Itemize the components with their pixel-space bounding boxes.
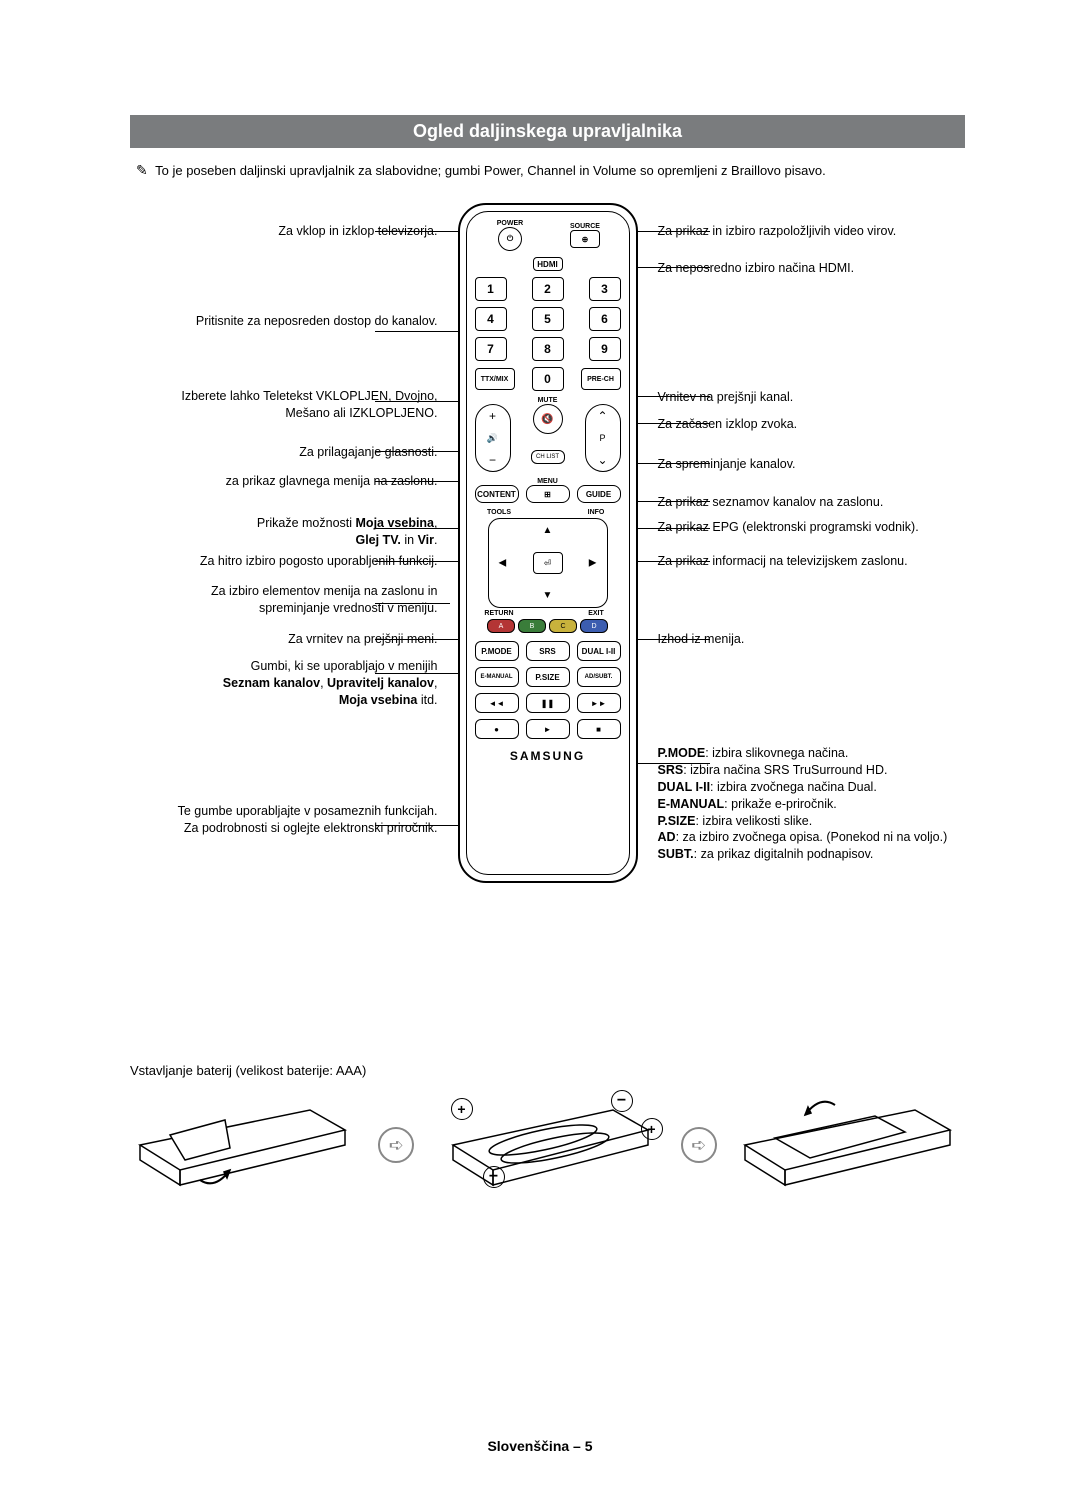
psize-button[interactable]: P.SIZE	[526, 667, 570, 687]
plus-icon-2: +	[641, 1118, 663, 1140]
left-label-dpad: Za izbiro elementov menija na zaslonu in…	[178, 583, 438, 617]
num-7[interactable]: 7	[475, 337, 507, 361]
rewind-button[interactable]: ◄◄	[475, 693, 519, 713]
remote-diagram: POWER ⏻ SOURCE ⊕ HDMI 1 2 3 4 5 6 7 8 9 TTX/MI…	[130, 203, 965, 933]
ff-button[interactable]: ►►	[577, 693, 621, 713]
prech-button[interactable]: PRE-CH	[581, 368, 621, 390]
tools-label: TOOLS	[475, 509, 524, 516]
source-button[interactable]: ⊕	[570, 230, 600, 248]
source-label: SOURCE	[550, 223, 621, 230]
right-label-info: Za prikaz informacij na televizijskem za…	[658, 553, 908, 570]
color-c-button[interactable]: C	[549, 619, 577, 633]
num-0[interactable]: 0	[532, 367, 564, 391]
left-label-funcs: Te gumbe uporabljajte v posameznih funkc…	[178, 803, 438, 837]
power-button[interactable]: ⏻	[498, 227, 522, 251]
num-9[interactable]: 9	[589, 337, 621, 361]
dpad[interactable]: ▲ ▼ ◀ ▶ ⏎	[488, 518, 608, 608]
play-button[interactable]: ►	[526, 719, 570, 739]
minus-icon-2: −	[483, 1166, 505, 1188]
num-3[interactable]: 3	[589, 277, 621, 301]
note-icon: ✎	[136, 162, 148, 179]
emanual-button[interactable]: E-MANUAL	[475, 667, 519, 687]
num-5[interactable]: 5	[532, 307, 564, 331]
dpad-down[interactable]: ▼	[543, 590, 553, 601]
dpad-right[interactable]: ▶	[589, 558, 597, 569]
return-label: RETURN	[475, 610, 524, 617]
brand-logo: SAMSUNG	[475, 749, 621, 763]
right-label-exit: Izhod iz menija.	[658, 631, 745, 648]
left-label-channels: Pritisnite za neposreden dostop do kanal…	[196, 313, 438, 330]
minus-icon: −	[611, 1090, 633, 1112]
dual-button[interactable]: DUAL I-II	[577, 641, 621, 661]
remote-body: POWER ⏻ SOURCE ⊕ HDMI 1 2 3 4 5 6 7 8 9 TTX/MI…	[458, 203, 638, 883]
mute-button[interactable]: 🔇	[533, 404, 563, 434]
chlist-button[interactable]: CH LIST	[531, 450, 565, 464]
info-label: INFO	[572, 509, 621, 516]
right-label-chlist: Za prikaz seznamov kanalov na zaslonu.	[658, 494, 884, 511]
mute-label: MUTE	[475, 397, 621, 404]
left-label-volume: Za prilagajanje glasnosti.	[299, 444, 437, 461]
note-text: To je poseben daljinski upravljalnik za …	[155, 163, 826, 178]
right-label-modes: P.MODE: izbira slikovnega načina. SRS: i…	[658, 745, 948, 863]
power-label: POWER	[475, 220, 546, 227]
right-label-hdmi: Za neposredno izbiro načina HDMI.	[658, 260, 855, 277]
left-label-power: Za vklop in izklop televizorja.	[278, 223, 437, 240]
stop-button[interactable]: ■	[577, 719, 621, 739]
ttx-button[interactable]: TTX/MIX	[475, 368, 515, 390]
pause-button[interactable]: ❚❚	[526, 693, 570, 713]
section-title: Ogled daljinskega upravljalnika	[130, 115, 965, 148]
num-1[interactable]: 1	[475, 277, 507, 301]
num-8[interactable]: 8	[532, 337, 564, 361]
content-button[interactable]: CONTENT	[475, 485, 519, 503]
num-4[interactable]: 4	[475, 307, 507, 331]
menu-button[interactable]: ⊞	[526, 485, 570, 503]
pmode-button[interactable]: P.MODE	[475, 641, 519, 661]
battery-step-1	[130, 1090, 360, 1200]
enter-button[interactable]: ⏎	[533, 552, 563, 574]
left-label-return: Za vrnitev na prejšnji meni.	[288, 631, 437, 648]
num-2[interactable]: 2	[532, 277, 564, 301]
left-label-mainmenu: za prikaz glavnega menija na zaslonu.	[226, 473, 438, 490]
battery-diagram: ➪ + − − + ➪	[130, 1090, 965, 1200]
srs-button[interactable]: SRS	[526, 641, 570, 661]
color-a-button[interactable]: A	[487, 619, 515, 633]
num-6[interactable]: 6	[589, 307, 621, 331]
page-footer: Slovenščina – 5	[0, 1438, 1080, 1454]
channel-rocker[interactable]: ⌃ P ⌄	[585, 404, 621, 472]
battery-heading: Vstavljanje baterij (velikost baterije: …	[130, 1063, 965, 1078]
left-label-tools: Za hitro izbiro pogosto uporabljenih fun…	[200, 553, 438, 570]
guide-button[interactable]: GUIDE	[577, 485, 621, 503]
battery-step-3	[735, 1090, 965, 1200]
right-label-guide: Za prikaz EPG (elektronski programski vo…	[658, 519, 919, 536]
left-label-colors: Gumbi, ki se uporabljajo v menijih Sezna…	[223, 658, 438, 709]
dpad-up[interactable]: ▲	[543, 525, 553, 536]
battery-step-2: + − − +	[433, 1090, 663, 1200]
volume-rocker[interactable]: + 🔊 −	[475, 404, 511, 472]
right-label-mute: Za začasen izklop zvoka.	[658, 416, 798, 433]
left-label-ttx: Izberete lahko Teletekst VKLOPLJEN, Dvoj…	[178, 388, 438, 422]
adsubt-button[interactable]: AD/SUBT.	[577, 667, 621, 687]
arrow-1-icon: ➪	[378, 1127, 414, 1163]
record-button[interactable]: ●	[475, 719, 519, 739]
right-label-ch: Za spreminjanje kanalov.	[658, 456, 796, 473]
hdmi-button[interactable]: HDMI	[533, 257, 563, 271]
right-label-prech: Vrnitev na prejšnji kanal.	[658, 389, 794, 406]
color-d-button[interactable]: D	[580, 619, 608, 633]
note: ✎ To je poseben daljinski upravljalnik z…	[136, 162, 965, 179]
arrow-2-icon: ➪	[681, 1127, 717, 1163]
right-label-source: Za prikaz in izbiro razpoložljivih video…	[658, 223, 897, 240]
menu-label: MENU	[475, 478, 621, 485]
left-label-content: Prikaže možnosti Moja vsebina, Glej TV. …	[257, 515, 438, 549]
plus-icon: +	[451, 1098, 473, 1120]
dpad-left[interactable]: ◀	[499, 558, 507, 569]
exit-label: EXIT	[572, 610, 621, 617]
color-b-button[interactable]: B	[518, 619, 546, 633]
